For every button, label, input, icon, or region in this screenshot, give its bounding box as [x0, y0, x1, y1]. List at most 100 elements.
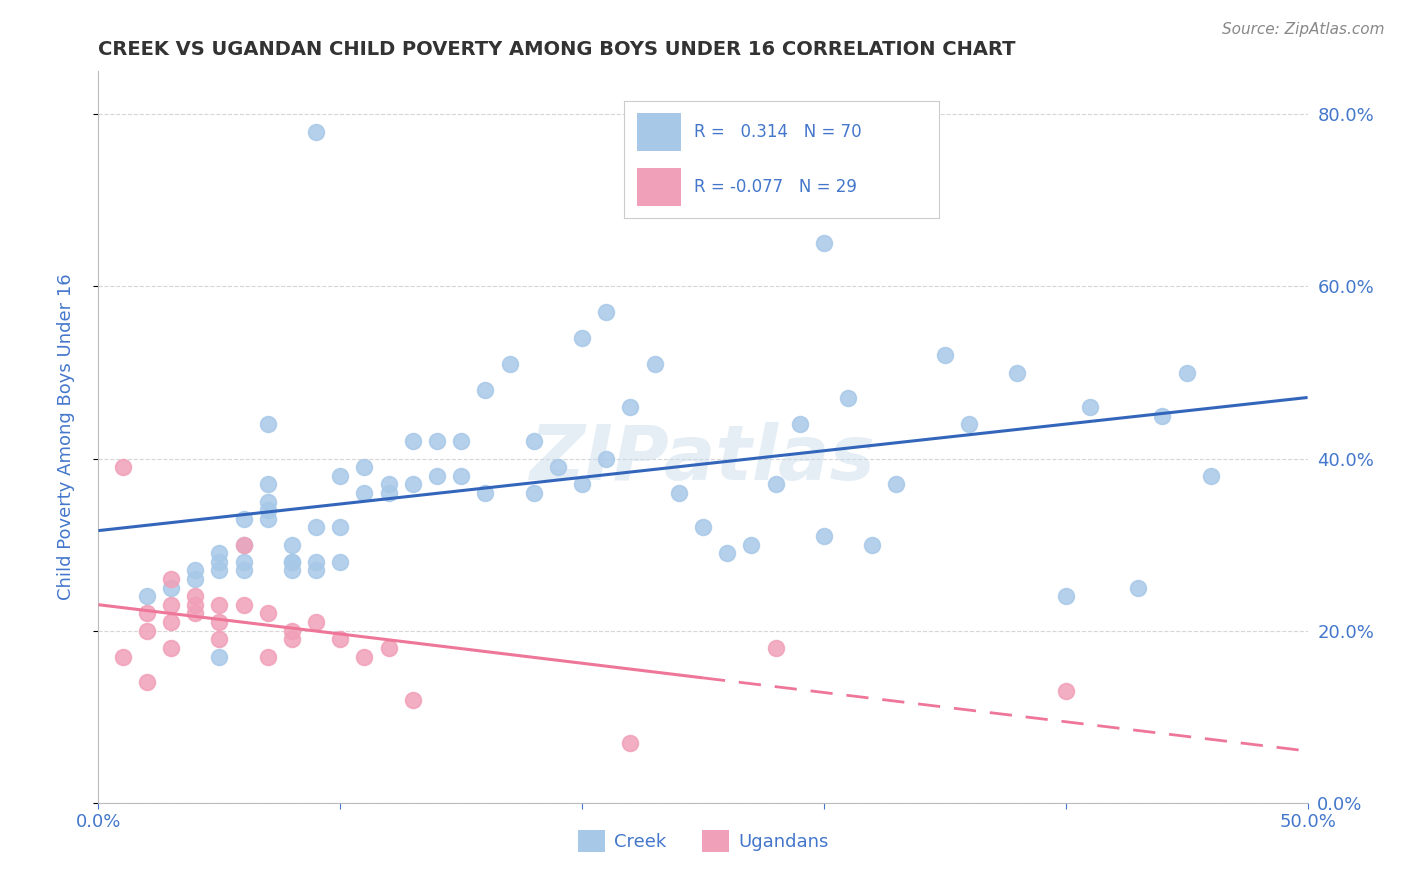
Point: [1054, 589, 1077, 603]
Point: [256, 649, 278, 664]
Point: [305, 125, 328, 139]
Point: [1199, 468, 1222, 483]
Point: [813, 236, 835, 251]
Point: [1007, 366, 1029, 380]
Point: [474, 486, 496, 500]
Point: [305, 520, 328, 534]
Point: [1128, 581, 1150, 595]
Point: [498, 357, 520, 371]
Point: [160, 598, 183, 612]
Point: [184, 598, 207, 612]
Point: [523, 434, 546, 449]
Point: [184, 607, 207, 621]
Text: ZIPatlas: ZIPatlas: [530, 422, 876, 496]
Point: [426, 434, 449, 449]
Point: [716, 546, 738, 560]
Point: [305, 555, 328, 569]
Point: [256, 417, 278, 432]
Point: [305, 615, 328, 629]
Point: [281, 564, 304, 578]
Point: [281, 555, 304, 569]
Point: [523, 486, 546, 500]
Point: [256, 477, 278, 491]
Point: [208, 615, 231, 629]
Text: CREEK VS UGANDAN CHILD POVERTY AMONG BOYS UNDER 16 CORRELATION CHART: CREEK VS UGANDAN CHILD POVERTY AMONG BOY…: [98, 39, 1017, 59]
Point: [402, 434, 425, 449]
Y-axis label: Child Poverty Among Boys Under 16: Child Poverty Among Boys Under 16: [56, 274, 75, 600]
Point: [329, 555, 352, 569]
Point: [208, 632, 231, 647]
Point: [740, 538, 762, 552]
Point: [208, 598, 231, 612]
Point: [1054, 684, 1077, 698]
Point: [256, 494, 278, 508]
Point: [281, 555, 304, 569]
Point: [813, 529, 835, 543]
Point: [135, 675, 157, 690]
Point: [1078, 400, 1101, 414]
Point: [571, 331, 593, 345]
Point: [837, 392, 859, 406]
Point: [595, 305, 617, 319]
Point: [765, 477, 787, 491]
Point: [135, 607, 157, 621]
Point: [208, 555, 231, 569]
Point: [329, 520, 352, 534]
Point: [644, 357, 666, 371]
Point: [160, 640, 183, 655]
Point: [160, 581, 183, 595]
Point: [1175, 366, 1198, 380]
Point: [305, 564, 328, 578]
Point: [426, 468, 449, 483]
Point: [547, 460, 569, 475]
Text: Source: ZipAtlas.com: Source: ZipAtlas.com: [1222, 22, 1385, 37]
Point: [886, 477, 908, 491]
Point: [934, 348, 956, 362]
Point: [860, 538, 883, 552]
Point: [111, 649, 134, 664]
Point: [232, 538, 254, 552]
Point: [402, 477, 425, 491]
Point: [353, 649, 375, 664]
Point: [281, 538, 304, 552]
Point: [160, 615, 183, 629]
Point: [208, 546, 231, 560]
Point: [571, 477, 593, 491]
Point: [789, 417, 811, 432]
Point: [232, 598, 254, 612]
Point: [232, 564, 254, 578]
Point: [281, 632, 304, 647]
Point: [402, 692, 425, 706]
Point: [668, 486, 690, 500]
Point: [208, 564, 231, 578]
Point: [232, 538, 254, 552]
Point: [184, 572, 207, 586]
Point: [619, 735, 641, 749]
Point: [232, 512, 254, 526]
Point: [329, 632, 352, 647]
Point: [329, 468, 352, 483]
Point: [692, 520, 714, 534]
Point: [111, 460, 134, 475]
Point: [474, 383, 496, 397]
Point: [281, 624, 304, 638]
Point: [1152, 409, 1174, 423]
Point: [135, 589, 157, 603]
Point: [256, 503, 278, 517]
Point: [208, 649, 231, 664]
Point: [184, 589, 207, 603]
Point: [353, 486, 375, 500]
Point: [232, 555, 254, 569]
Point: [765, 640, 787, 655]
Point: [450, 434, 472, 449]
Point: [595, 451, 617, 466]
Point: [256, 512, 278, 526]
Point: [619, 400, 641, 414]
Point: [256, 607, 278, 621]
Point: [184, 564, 207, 578]
Point: [135, 624, 157, 638]
Point: [377, 486, 399, 500]
Point: [957, 417, 980, 432]
Point: [353, 460, 375, 475]
Point: [450, 468, 472, 483]
